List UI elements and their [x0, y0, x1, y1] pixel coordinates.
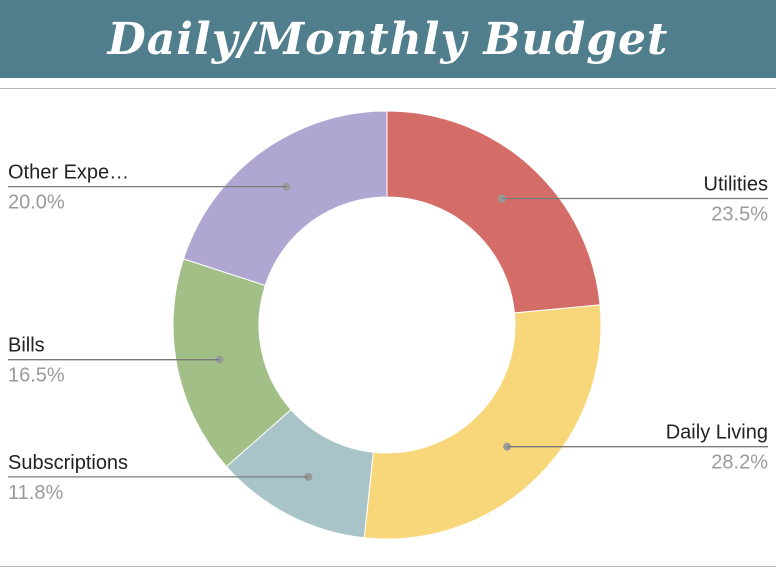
slice-other-expenses[interactable]	[182, 110, 388, 287]
slice-percent-other-expenses: 20.0%	[8, 192, 65, 214]
slice-label-utilities: Utilities	[704, 174, 768, 196]
slice-label-bills: Bills	[8, 335, 45, 357]
slice-percent-subscriptions: 11.8%	[8, 482, 63, 504]
chart-frame-top-border	[0, 88, 776, 89]
slice-percent-daily-living: 28.2%	[711, 452, 768, 474]
slice-percent-utilities: 23.5%	[711, 204, 768, 226]
page-title: Daily/Monthly Budget	[107, 13, 669, 65]
chart-frame-bottom-border	[0, 566, 776, 567]
slice-percent-bills: 16.5%	[8, 365, 65, 387]
slice-label-daily-living: Daily Living	[666, 422, 768, 444]
slice-label-other-expenses: Other Expe…	[8, 162, 129, 184]
title-banner: Daily/Monthly Budget	[0, 0, 776, 78]
slice-utilities[interactable]	[386, 110, 601, 314]
slice-label-subscriptions: Subscriptions	[8, 452, 128, 474]
slice-daily-living[interactable]	[363, 304, 602, 540]
